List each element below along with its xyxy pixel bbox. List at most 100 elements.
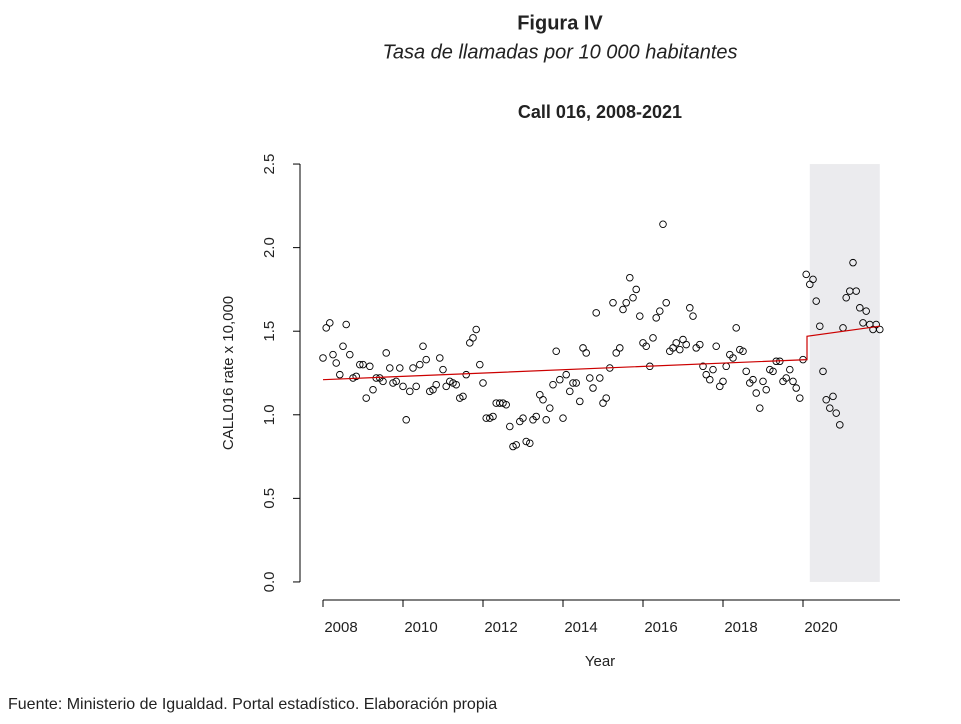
data-point: [816, 322, 824, 330]
data-point: [382, 349, 390, 357]
data-point: [532, 412, 540, 421]
data-point: [862, 307, 870, 315]
data-point: [742, 367, 750, 376]
data-point: [586, 374, 594, 382]
data-point: [562, 370, 570, 379]
data-point: [596, 374, 604, 382]
data-point: [622, 299, 630, 307]
data-point: [352, 372, 360, 381]
data-point: [379, 377, 387, 386]
data-point: [436, 354, 444, 362]
x-tick-label: 2010: [404, 619, 437, 636]
data-point: [356, 360, 364, 369]
data-point: [369, 385, 377, 394]
x-tick-label: 2016: [644, 619, 677, 636]
data-point: [856, 304, 864, 312]
data-point: [506, 422, 514, 431]
data-point: [536, 390, 544, 399]
data-point: [469, 334, 477, 342]
data-point: [366, 362, 374, 371]
data-point: [739, 347, 747, 356]
data-point: [679, 335, 687, 344]
data-point: [719, 377, 727, 386]
data-point: [396, 364, 404, 372]
data-point: [829, 392, 837, 401]
data-point: [612, 349, 620, 357]
data-point: [559, 414, 567, 422]
data-point: [662, 299, 670, 307]
data-point: [842, 294, 850, 302]
data-point: [702, 370, 710, 379]
data-point: [709, 365, 717, 374]
data-point: [332, 359, 340, 367]
data-point: [676, 345, 684, 354]
data-point: [579, 344, 587, 352]
data-point: [329, 350, 337, 359]
data-point: [526, 439, 534, 447]
data-point: [319, 354, 327, 362]
x-tick-label: 2008: [324, 619, 357, 636]
figure-title: Figura IV: [517, 12, 603, 34]
data-point: [589, 384, 597, 392]
data-point: [826, 404, 834, 412]
data-point: [549, 380, 557, 389]
data-point: [519, 414, 527, 422]
data-point: [412, 382, 420, 391]
y-tick-label: 2.5: [261, 154, 278, 175]
data-point: [682, 340, 690, 349]
data-point: [416, 360, 424, 369]
y-tick-label: 1.5: [261, 321, 278, 342]
y-axis-label: CALL016 rate x 10,000: [220, 296, 237, 450]
trend-line: [322, 325, 880, 381]
data-point: [512, 441, 520, 449]
data-point: [572, 379, 580, 387]
data-point: [546, 404, 554, 412]
data-point: [326, 319, 334, 327]
x-tick-label: 2014: [564, 619, 597, 636]
data-point: [569, 379, 577, 387]
data-point: [729, 354, 737, 362]
data-point: [502, 401, 510, 409]
data-point: [819, 367, 827, 376]
data-point: [462, 370, 470, 379]
x-tick-label: 2020: [804, 619, 837, 636]
data-point: [582, 349, 590, 357]
data-point: [706, 375, 714, 384]
data-point: [796, 394, 804, 402]
data-point: [479, 379, 487, 387]
data-point: [602, 394, 610, 402]
data-point: [749, 375, 757, 384]
data-point: [656, 307, 664, 315]
data-point: [756, 404, 764, 412]
data-point: [342, 320, 350, 329]
data-point: [649, 334, 657, 342]
data-point: [539, 395, 547, 404]
data-point: [762, 385, 770, 394]
data-point: [722, 362, 730, 371]
data-point: [769, 367, 777, 376]
y-tick-label: 1.0: [261, 404, 278, 425]
data-point: [752, 389, 760, 397]
data-point: [759, 377, 767, 386]
data-point: [556, 375, 564, 384]
data-point: [409, 364, 417, 372]
data-point: [576, 397, 584, 406]
data-point: [619, 305, 627, 314]
data-point: [552, 347, 560, 356]
source-note: Fuente: Ministerio de Igualdad. Portal e…: [8, 696, 497, 713]
data-point: [699, 362, 707, 371]
data-point: [452, 380, 460, 389]
data-point: [872, 320, 880, 329]
subtitle: Tasa de llamadas por 10 000 habitantes: [382, 41, 737, 63]
data-point: [652, 314, 660, 322]
data-point: [472, 325, 480, 334]
data-point: [402, 416, 410, 424]
data-point: [636, 312, 644, 320]
data-point: [419, 342, 427, 350]
data-point: [522, 437, 530, 446]
data-point: [792, 384, 800, 392]
data-point: [732, 324, 740, 332]
data-point: [659, 220, 667, 228]
shaded-region: [809, 164, 880, 582]
